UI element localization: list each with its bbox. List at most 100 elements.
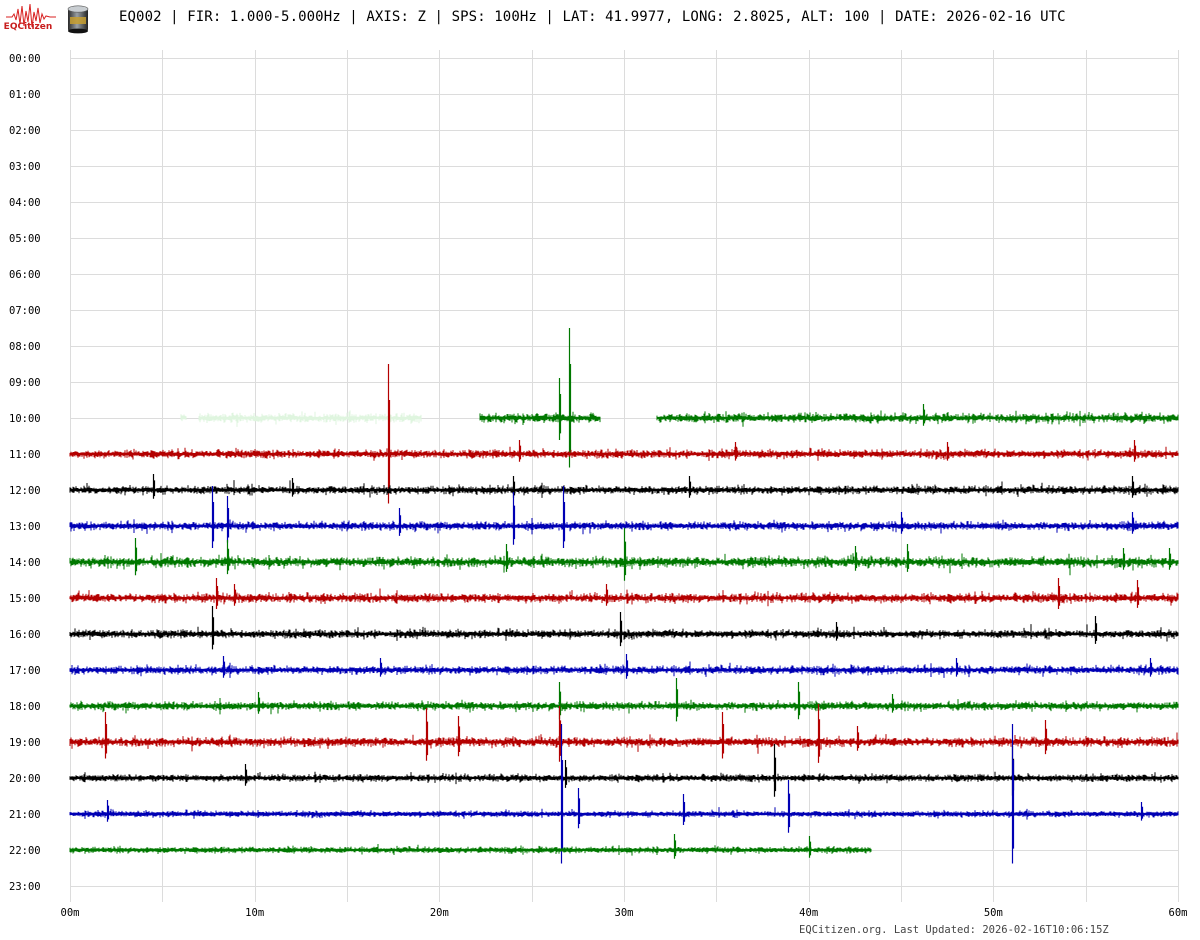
trace-spike (734, 442, 738, 461)
y-tick-label: 10:00 (9, 413, 41, 425)
trace-segment (69, 624, 1179, 642)
trace-spike (1094, 616, 1098, 644)
y-axis-labels: 00:00 01:00 02:00 03:00 04:00 05:00 06:00 07:00… (9, 53, 41, 893)
x-tick-label: 30m (615, 907, 634, 919)
y-tick-label: 12:00 (9, 485, 41, 497)
trace-spike (688, 476, 692, 498)
trace-spike (398, 508, 402, 536)
trace-spike (922, 404, 926, 426)
trace-spike (512, 492, 516, 545)
trace-spike (673, 834, 677, 859)
x-tick-label: 60m (1169, 907, 1188, 919)
trace-spike (675, 678, 679, 722)
trace-spike (244, 764, 248, 786)
trace-spike (568, 328, 572, 468)
trace-spike (797, 682, 801, 720)
y-tick-label: 07:00 (9, 305, 41, 317)
y-tick-label: 21:00 (9, 809, 41, 821)
trace-segment (198, 410, 422, 427)
y-tick-label: 08:00 (9, 341, 41, 353)
trace-spike (291, 478, 295, 497)
trace-spike (1011, 724, 1015, 864)
trace-spike (1149, 658, 1153, 677)
trace-row-2100 (69, 724, 1179, 864)
footer-last-updated: EQCitizen.org. Last Updated: 2026-02-16T… (799, 924, 1109, 936)
trace-spike (1131, 512, 1135, 534)
y-tick-label: 02:00 (9, 125, 41, 137)
trace-spike (379, 658, 383, 677)
trace-segment (69, 844, 872, 856)
trace-spike (1168, 548, 1172, 570)
y-tick-label: 01:00 (9, 89, 41, 101)
trace-segment (69, 588, 1179, 607)
trace-spike (106, 800, 110, 822)
trace-spike (215, 578, 219, 609)
trace-spike (425, 708, 429, 761)
trace-spike (619, 612, 623, 647)
trace-spike (955, 658, 959, 677)
trace-spike (558, 706, 562, 762)
sensor-icon (67, 5, 89, 34)
y-tick-label: 05:00 (9, 233, 41, 245)
trace-row-1600 (69, 606, 1179, 650)
trace-spike (226, 496, 230, 543)
x-tick-label: 10m (245, 907, 264, 919)
y-tick-label: 20:00 (9, 773, 41, 785)
trace-spike (233, 584, 237, 606)
trace-row-1300 (69, 486, 1179, 548)
trace-spike (854, 546, 858, 571)
trace-segment (69, 553, 1179, 576)
trace-row-1100 (69, 364, 1179, 504)
y-tick-label: 04:00 (9, 197, 41, 209)
trace-segment (656, 410, 1179, 427)
trace-segment (69, 698, 1179, 715)
trace-segment (180, 414, 187, 422)
trace-spike (226, 540, 230, 575)
y-tick-label: 06:00 (9, 269, 41, 281)
trace-spike (808, 836, 812, 858)
seismic-traces (69, 328, 1179, 864)
x-tick-label: 50m (984, 907, 1003, 919)
trace-spike (1133, 440, 1137, 462)
trace-spike (560, 724, 564, 864)
trace-spike (906, 544, 910, 572)
trace-spike (104, 712, 108, 759)
trace-spike (1136, 580, 1140, 608)
logo-text: EQCitizen (3, 22, 53, 32)
trace-spike (257, 692, 261, 714)
y-tick-label: 13:00 (9, 521, 41, 533)
trace-segment (69, 661, 1179, 678)
eqcitizen-logo-icon (6, 3, 56, 28)
trace-spike (1131, 476, 1135, 498)
trace-spike (856, 726, 860, 751)
x-tick-label: 40m (799, 907, 818, 919)
trace-row-1900 (69, 704, 1179, 763)
trace-row-1000 (180, 328, 1179, 468)
y-tick-label: 15:00 (9, 593, 41, 605)
x-tick-label: 00m (61, 907, 80, 919)
trace-spike (457, 716, 461, 757)
y-tick-label: 19:00 (9, 737, 41, 749)
trace-spike (817, 704, 821, 763)
trace-spike (891, 694, 895, 713)
y-tick-label: 14:00 (9, 557, 41, 569)
trace-row-1400 (69, 528, 1179, 581)
trace-spike (625, 654, 629, 679)
trace-spike (787, 780, 791, 833)
trace-spike (211, 486, 215, 548)
chart-title: EQ002 | FIR: 1.000-5.000Hz | AXIS: Z | S… (119, 9, 1066, 25)
trace-row-1200 (69, 474, 1179, 499)
trace-row-1700 (69, 654, 1179, 679)
y-tick-label: 23:00 (9, 881, 41, 893)
x-tick-label: 20m (430, 907, 449, 919)
trace-spike (835, 622, 839, 641)
trace-spike (387, 364, 391, 504)
trace-row-1500 (69, 578, 1179, 609)
y-tick-label: 00:00 (9, 53, 41, 65)
trace-spike (721, 712, 725, 759)
trace-segment (479, 411, 601, 425)
y-tick-label: 09:00 (9, 377, 41, 389)
trace-spike (946, 442, 950, 461)
trace-spike (562, 486, 566, 548)
